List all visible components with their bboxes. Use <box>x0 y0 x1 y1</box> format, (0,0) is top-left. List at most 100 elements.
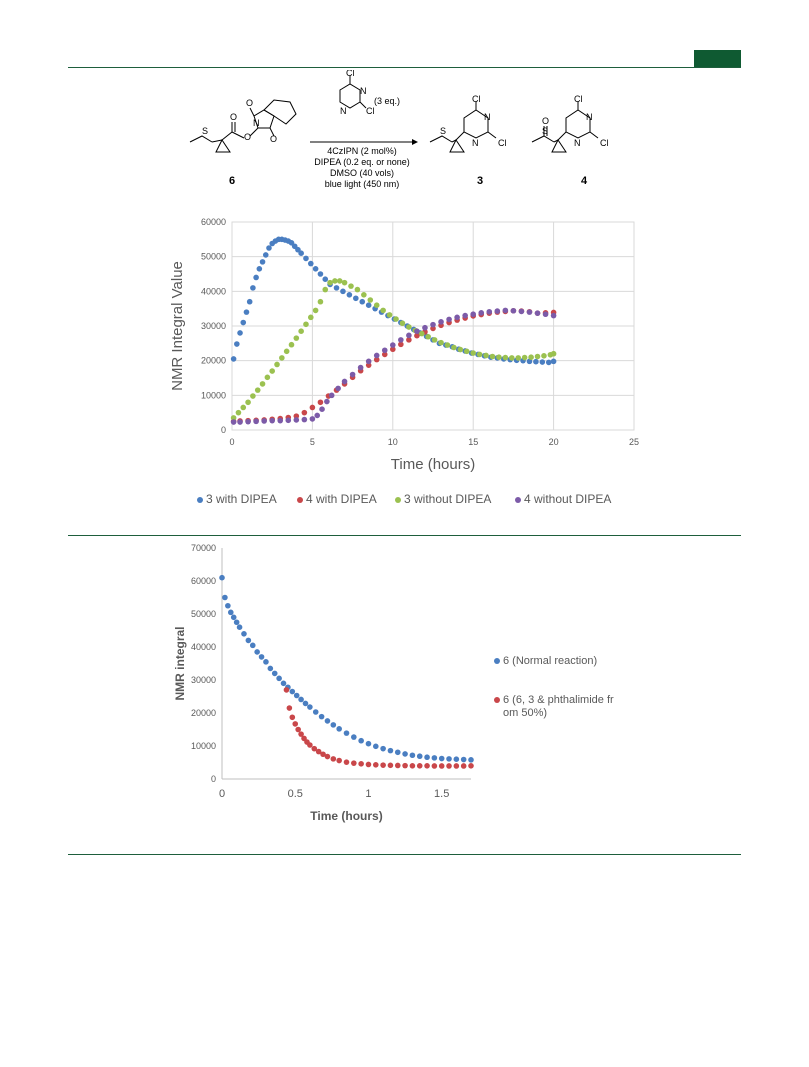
atom-o: O <box>270 134 277 144</box>
data-point <box>301 416 308 423</box>
data-point <box>387 762 394 769</box>
data-point <box>256 266 263 272</box>
y-tick-label: 60000 <box>201 217 226 227</box>
data-point <box>236 624 243 630</box>
data-point <box>510 307 517 314</box>
data-point <box>298 250 304 256</box>
chart-time-course-with-without-dipea: 0 5 10 15 20 25 0 10000 20000 30000 40000 50000 6000… <box>169 217 639 506</box>
compound-4-pyrimidine-ring <box>565 109 591 139</box>
data-point <box>390 346 396 353</box>
y-axis-title: NMR integral <box>173 626 187 700</box>
atom-n: N <box>574 138 581 148</box>
data-point <box>250 285 256 291</box>
data-point <box>283 687 290 693</box>
data-point <box>542 311 549 318</box>
data-point <box>292 721 299 727</box>
data-point <box>336 757 342 764</box>
data-point <box>341 378 348 385</box>
data-point <box>406 324 412 330</box>
data-point <box>318 713 325 720</box>
y-tick-label: 40000 <box>201 286 226 296</box>
data-point <box>422 324 428 331</box>
data-point <box>254 649 260 655</box>
data-point <box>451 344 457 351</box>
atom-n: N <box>253 118 260 128</box>
data-point <box>468 757 474 763</box>
data-point <box>470 311 477 318</box>
data-point <box>444 342 451 348</box>
data-point <box>311 745 318 752</box>
condition-solvent: DMSO (40 vols) <box>330 168 394 178</box>
data-point <box>324 718 331 724</box>
x-tick-label: 1 <box>365 788 371 800</box>
data-point <box>343 730 350 736</box>
data-point <box>249 642 256 649</box>
data-point <box>312 709 319 715</box>
atom-cl: Cl <box>600 138 609 148</box>
legend-label: 4 without DIPEA <box>524 492 611 506</box>
y-tick-label: 70000 <box>191 543 216 553</box>
data-point <box>394 762 401 769</box>
data-point <box>446 756 452 762</box>
data-point <box>277 417 284 424</box>
atom-o: O <box>230 112 237 122</box>
data-point <box>478 310 485 316</box>
data-point <box>394 749 401 756</box>
y-tick-label: 60000 <box>191 576 216 586</box>
atom-cl: Cl <box>498 138 507 148</box>
atom-cl: Cl <box>472 94 481 104</box>
data-point <box>349 371 356 378</box>
data-point <box>372 743 379 750</box>
data-point <box>399 320 406 327</box>
data-point <box>343 759 350 765</box>
data-point <box>541 353 547 359</box>
data-point <box>431 763 438 769</box>
data-point <box>365 302 372 308</box>
data-point <box>222 594 228 601</box>
data-point <box>515 355 522 361</box>
data-point <box>234 341 240 347</box>
data-point <box>365 358 372 365</box>
footer-rule <box>68 854 741 855</box>
data-point <box>386 312 393 318</box>
data-point <box>353 295 359 302</box>
data-point <box>253 418 259 425</box>
data-point <box>280 680 287 687</box>
data-point <box>438 319 444 325</box>
data-point <box>380 745 386 752</box>
y-tick-label: 30000 <box>191 675 216 685</box>
data-point <box>317 399 324 406</box>
data-point <box>372 762 379 768</box>
x-tick-label: 25 <box>629 437 639 447</box>
data-point <box>312 307 319 314</box>
atom-cl: Cl <box>346 70 355 78</box>
legend-label: 6 (Normal reaction) <box>503 655 597 667</box>
data-point <box>496 354 502 360</box>
data-point <box>315 748 322 755</box>
atom-n: N <box>586 112 593 122</box>
data-point <box>233 619 240 626</box>
data-point <box>533 358 539 365</box>
x-tick-label: 0.5 <box>288 788 303 800</box>
reaction-scheme: S O O O O N Cl N N Cl (3 eq.) S Cl N N C… <box>189 70 609 189</box>
data-point <box>319 406 325 412</box>
legend-label: 4 with DIPEA <box>306 492 377 506</box>
y-tick-label: 40000 <box>191 642 216 652</box>
data-point <box>431 337 438 343</box>
data-point <box>341 279 348 286</box>
data-point <box>307 260 314 267</box>
data-point <box>476 351 483 358</box>
data-point <box>301 409 308 416</box>
atom-o: O <box>542 116 549 126</box>
data-point <box>446 763 452 769</box>
data-point <box>240 319 247 326</box>
data-point <box>351 734 357 740</box>
data-point <box>245 399 251 406</box>
data-point <box>454 314 460 321</box>
data-point <box>298 328 304 334</box>
compound-6-benzo-ring <box>263 99 297 125</box>
data-point <box>336 726 342 732</box>
data-point <box>327 279 333 286</box>
legend-marker <box>515 497 521 503</box>
data-point <box>298 696 304 703</box>
